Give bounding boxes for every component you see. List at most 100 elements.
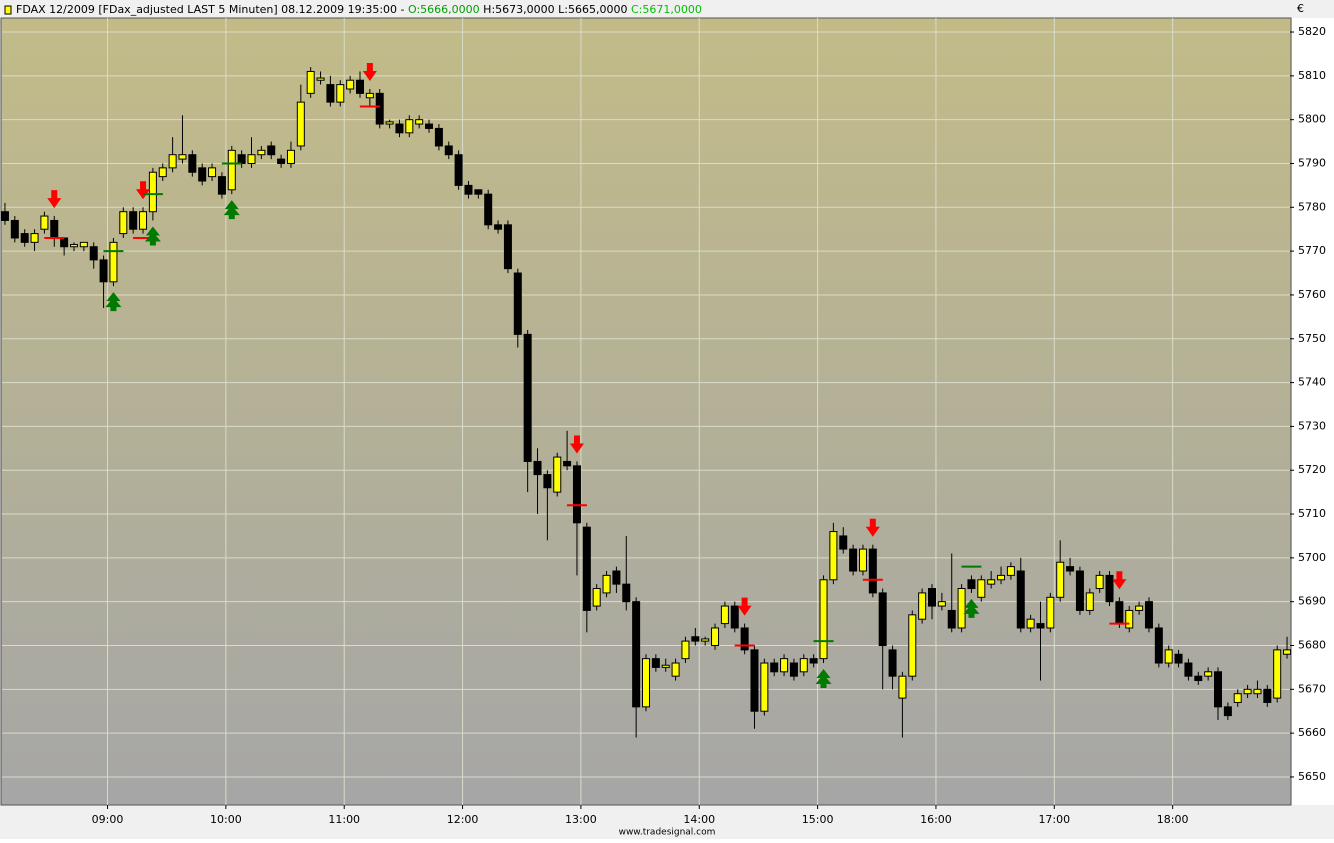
candle-body [533, 460, 542, 476]
candle-body [612, 570, 621, 585]
candle-body [1174, 653, 1183, 664]
candle-body [20, 233, 29, 243]
candle-body [434, 127, 443, 147]
candle-body [129, 211, 138, 230]
candle-body [326, 84, 335, 103]
x-tick-label: 11:00 [328, 813, 360, 826]
candle-body [267, 145, 276, 156]
candle-body [1273, 649, 1282, 699]
y-tick-label: 5740 [1298, 376, 1326, 389]
candle-body [701, 638, 710, 642]
candle-body [69, 244, 78, 248]
candle-body [1075, 570, 1084, 611]
candle-body [139, 211, 148, 230]
candle-body [770, 662, 779, 673]
candle-body [908, 614, 917, 677]
candle-body [592, 588, 601, 607]
y-tick-label: 5770 [1298, 244, 1326, 257]
candle-body [553, 456, 562, 493]
x-tick-label: 12:00 [447, 813, 479, 826]
candle-body [286, 149, 295, 164]
x-tick-label: 17:00 [1038, 813, 1070, 826]
candle-body [868, 548, 877, 594]
candle-body [79, 241, 88, 248]
candle-body [148, 171, 157, 213]
candle-body [10, 219, 19, 239]
candle-body [257, 149, 266, 156]
candle-body [227, 149, 236, 191]
candle-body [1026, 618, 1035, 629]
buy-arrow [105, 292, 122, 312]
sell-arrow [865, 518, 880, 537]
candle-body [997, 574, 1006, 581]
candle-body [1223, 706, 1232, 717]
buy-arrow [144, 226, 161, 246]
candle-body [878, 592, 887, 646]
candle-body [109, 241, 118, 283]
candle-body [1006, 566, 1015, 576]
candle-body [346, 79, 355, 90]
candle-body [198, 167, 207, 182]
candle-body [385, 121, 394, 125]
candle-body [1154, 627, 1163, 664]
candle-body [277, 158, 286, 164]
candle-body [454, 154, 463, 186]
candle-body [444, 145, 453, 156]
sell-arrow [136, 181, 151, 200]
candle-body [208, 167, 217, 178]
candle-body [1066, 566, 1075, 572]
buy-arrow [815, 669, 832, 689]
candle-body [1135, 605, 1144, 611]
x-tick-label: 15:00 [802, 813, 834, 826]
candle-body [720, 605, 729, 625]
candle-body [750, 649, 759, 712]
candle-body [563, 460, 572, 467]
candle-body [168, 154, 177, 169]
candle-body [819, 579, 828, 660]
candle-body [1125, 609, 1134, 629]
candle-body [494, 224, 503, 230]
candle-body [425, 123, 434, 129]
candle-body [1144, 601, 1153, 629]
candle-body [474, 189, 483, 195]
candle-body [40, 215, 49, 230]
y-tick-label: 5680 [1298, 638, 1326, 651]
x-tick-label: 10:00 [210, 813, 242, 826]
candle-body [99, 259, 108, 283]
x-tick-label: 09:00 [92, 813, 124, 826]
candle-body [987, 579, 996, 585]
candle-body [780, 658, 789, 673]
y-tick-label: 5690 [1298, 595, 1326, 608]
candle-body [849, 548, 858, 572]
candle-body [1243, 688, 1252, 695]
candle-body [711, 627, 720, 646]
candle-body [1095, 574, 1104, 590]
candle-body [1233, 693, 1242, 703]
candle-body [1263, 688, 1272, 703]
candle-body [543, 474, 552, 489]
candle-body [839, 535, 848, 550]
candle-body [947, 609, 956, 629]
candle-body [1085, 592, 1094, 611]
candle-body [178, 154, 187, 160]
y-tick-label: 5700 [1298, 551, 1326, 564]
y-tick-label: 5820 [1298, 25, 1326, 38]
candle-body [296, 101, 305, 147]
candle-body [513, 272, 522, 335]
sell-arrow [362, 62, 377, 81]
candle-body [415, 119, 424, 125]
y-tick-label: 5720 [1298, 463, 1326, 476]
candle-body [375, 92, 384, 125]
candle-body [681, 640, 690, 660]
header-icon [4, 5, 12, 15]
candle-body [740, 627, 749, 651]
x-tick-label: 13:00 [565, 813, 597, 826]
y-tick-label: 5780 [1298, 200, 1326, 213]
footer: www.tradesignal.com [619, 828, 716, 838]
candle-body [247, 154, 256, 164]
candle-body [355, 79, 364, 94]
candle-body [1253, 688, 1262, 695]
sell-arrow [47, 190, 62, 209]
candle-body [30, 233, 39, 243]
